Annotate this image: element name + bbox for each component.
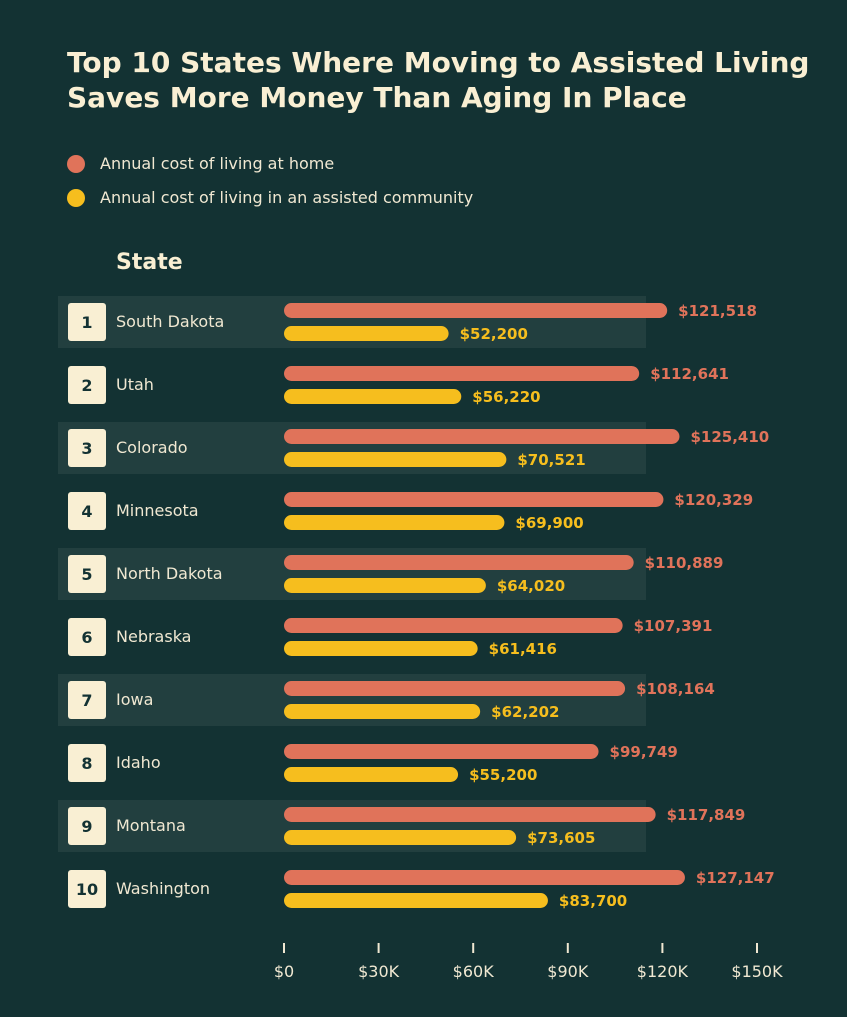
bar-assisted	[284, 767, 458, 782]
data-label-assisted: $55,200	[469, 766, 537, 784]
data-label-home: $99,749	[610, 743, 678, 761]
state-label: Montana	[116, 816, 186, 835]
state-label: North Dakota	[116, 564, 223, 583]
x-tick-label: $150K	[731, 962, 783, 981]
bar-home	[284, 744, 599, 759]
state-label: Nebraska	[116, 627, 191, 646]
rank-label: 3	[81, 439, 92, 458]
state-label: Colorado	[116, 438, 188, 457]
bar-assisted	[284, 704, 480, 719]
chart-legend: Annual cost of living at home Annual cost…	[67, 154, 473, 207]
chart-rows: 1 South Dakota $121,518 $52,200 2 Utah $112,64…	[58, 296, 775, 910]
rank-label: 6	[81, 628, 92, 647]
data-label-assisted: $56,220	[472, 388, 540, 406]
legend-label-assisted: Annual cost of living in an assisted com…	[100, 188, 473, 207]
state-column-header: State	[116, 250, 183, 275]
chart-row: 3 Colorado $125,410 $70,521	[58, 422, 769, 474]
data-label-home: $117,849	[667, 806, 746, 824]
state-label: Washington	[116, 879, 210, 898]
data-label-home: $107,391	[634, 617, 713, 635]
state-label: South Dakota	[116, 312, 224, 331]
bar-home	[284, 492, 663, 507]
rank-label: 10	[76, 880, 98, 899]
data-label-assisted: $62,202	[491, 703, 559, 721]
data-label-home: $120,329	[674, 491, 753, 509]
data-label-home: $121,518	[678, 302, 757, 320]
rank-label: 2	[81, 376, 92, 395]
state-label: Utah	[116, 375, 154, 394]
bar-home	[284, 681, 625, 696]
bar-home	[284, 555, 634, 570]
bar-assisted	[284, 515, 504, 530]
chart-row: 2 Utah $112,641 $56,220	[68, 365, 729, 406]
data-label-assisted: $61,416	[489, 640, 557, 658]
bar-home	[284, 303, 667, 318]
x-tick-label: $90K	[547, 962, 589, 981]
chart-row: 10 Washington $127,147 $83,700	[68, 869, 775, 910]
chart-row: 4 Minnesota $120,329 $69,900	[68, 491, 753, 532]
data-label-home: $108,164	[636, 680, 715, 698]
rank-label: 8	[81, 754, 92, 773]
legend-swatch-assisted	[67, 189, 85, 207]
x-axis: $0 $30K $60K $90K $120K $150K	[274, 943, 783, 981]
bar-home	[284, 807, 656, 822]
bar-assisted	[284, 578, 486, 593]
legend-label-home: Annual cost of living at home	[100, 154, 334, 173]
chart-row: 6 Nebraska $107,391 $61,416	[68, 617, 712, 658]
state-label: Minnesota	[116, 501, 199, 520]
chart-title-line-1: Top 10 States Where Moving to Assisted L…	[67, 46, 809, 79]
chart-row: 9 Montana $117,849 $73,605	[58, 800, 745, 852]
chart-row: 1 South Dakota $121,518 $52,200	[58, 296, 757, 348]
rank-label: 9	[81, 817, 92, 836]
state-label: Idaho	[116, 753, 161, 772]
bar-assisted	[284, 641, 478, 656]
x-tick-label: $0	[274, 962, 294, 981]
rank-label: 7	[81, 691, 92, 710]
x-tick-label: $60K	[453, 962, 495, 981]
data-label-assisted: $52,200	[460, 325, 528, 343]
data-label-assisted: $69,900	[515, 514, 583, 532]
bar-assisted	[284, 326, 449, 341]
x-tick-label: $30K	[358, 962, 400, 981]
data-label-home: $112,641	[650, 365, 729, 383]
bar-home	[284, 618, 623, 633]
data-label-home: $125,410	[690, 428, 769, 446]
data-label-assisted: $70,521	[517, 451, 585, 469]
chart-row: 8 Idaho $99,749 $55,200	[68, 743, 678, 784]
data-label-home: $127,147	[696, 869, 775, 887]
bar-assisted	[284, 893, 548, 908]
data-label-home: $110,889	[645, 554, 724, 572]
bar-assisted	[284, 452, 506, 467]
x-tick-label: $120K	[637, 962, 689, 981]
bar-assisted	[284, 830, 516, 845]
data-label-assisted: $83,700	[559, 892, 627, 910]
chart-title-line-2: Saves More Money Than Aging In Place	[67, 81, 687, 114]
chart-row: 7 Iowa $108,164 $62,202	[58, 674, 715, 726]
data-label-assisted: $73,605	[527, 829, 595, 847]
state-label: Iowa	[116, 690, 153, 709]
legend-swatch-home	[67, 155, 85, 173]
rank-label: 5	[81, 565, 92, 584]
rank-label: 1	[81, 313, 92, 332]
bar-assisted	[284, 389, 461, 404]
chart-row: 5 North Dakota $110,889 $64,020	[58, 548, 723, 600]
data-label-assisted: $64,020	[497, 577, 565, 595]
bar-home	[284, 429, 679, 444]
bar-home	[284, 870, 685, 885]
bar-home	[284, 366, 639, 381]
rank-label: 4	[81, 502, 92, 521]
